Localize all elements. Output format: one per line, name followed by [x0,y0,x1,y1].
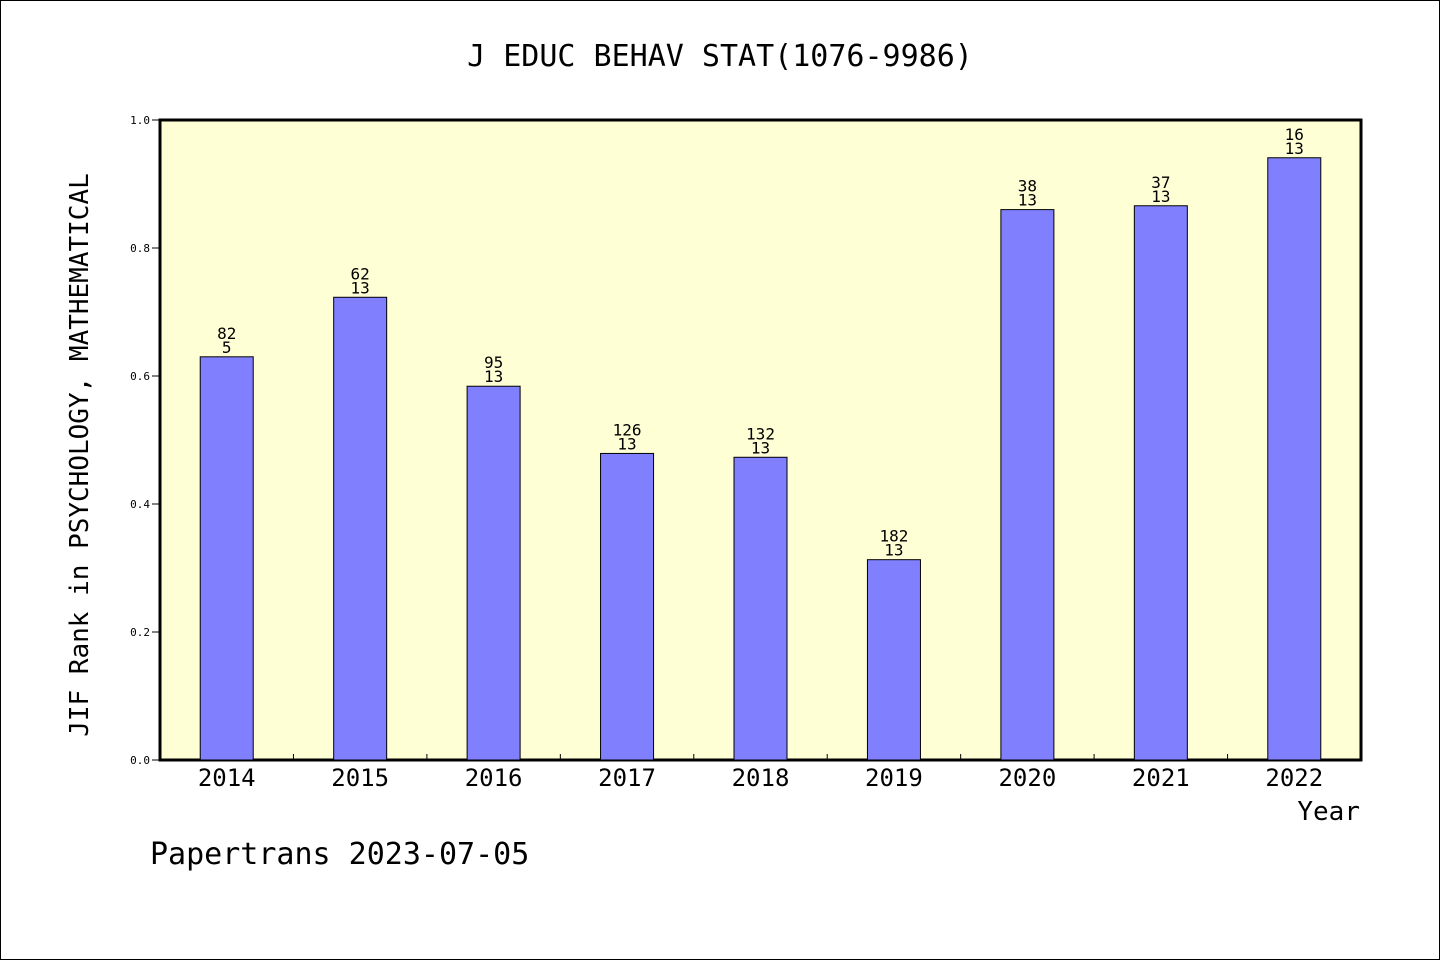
bar-label-rank: 95 [484,353,503,372]
bar-2015 [333,296,388,761]
x-tick-label: 2018 [732,764,790,792]
bar-label-total: 5 [222,338,232,357]
bar-label-rank: 37 [1151,173,1170,192]
y-tick-label: 0.0 [130,754,150,767]
bar-2022 [1267,157,1322,761]
bar-2021 [1133,205,1188,761]
bar-2017 [600,452,655,761]
bar-label-rank: 126 [613,420,642,439]
x-tick-label: 2016 [465,764,523,792]
bar-2016 [466,385,521,761]
footer-credit: Papertrans 2023-07-05 [150,837,529,872]
x-axis: 2014 2015 2016 2017 2018 2019 2020 2021 2022 [198,754,1323,792]
bar-2020 [1000,209,1055,761]
bar-2019 [866,559,921,761]
bar-label-total: 13 [1151,187,1170,206]
bar-label-rank: 132 [746,424,775,443]
bar-2014 [199,356,254,761]
y-tick-label: 0.4 [130,498,150,511]
y-tick-label: 0.6 [130,370,150,383]
x-tick-label: 2019 [865,764,923,792]
bar-label-total: 13 [484,367,503,386]
x-tick-label: 2020 [998,764,1056,792]
bar-label-total: 13 [1018,191,1037,210]
bar-label-rank: 182 [879,527,908,546]
x-tick-label: 2014 [198,764,256,792]
x-tick-label: 2022 [1265,764,1323,792]
bar-label-total: 13 [1285,139,1304,158]
y-axis: 0.0 0.2 0.4 0.6 0.8 1.0 [130,114,160,767]
bar-label-total: 13 [617,434,636,453]
bar-label-total: 13 [751,438,770,457]
y-tick-label: 0.2 [130,626,150,639]
bar-2018 [733,456,788,761]
bar-label-rank: 38 [1018,177,1037,196]
bar-label-rank: 62 [351,264,370,283]
bar-label-total: 13 [351,278,370,297]
x-tick-label: 2021 [1132,764,1190,792]
bar-label-rank: 16 [1285,125,1304,144]
chart-title: J EDUC BEHAV STAT(1076-9986) [467,39,973,74]
y-tick-label: 0.8 [130,242,150,255]
x-tick-label: 2015 [331,764,389,792]
y-tick-label: 1.0 [130,114,150,127]
bar-label-rank: 82 [217,324,236,343]
y-axis-label: JIF Rank in PSYCHOLOGY, MATHEMATICAL [65,173,95,737]
x-tick-label: 2017 [598,764,656,792]
x-axis-label: Year [1297,797,1360,827]
bar-label-total: 13 [884,541,903,560]
